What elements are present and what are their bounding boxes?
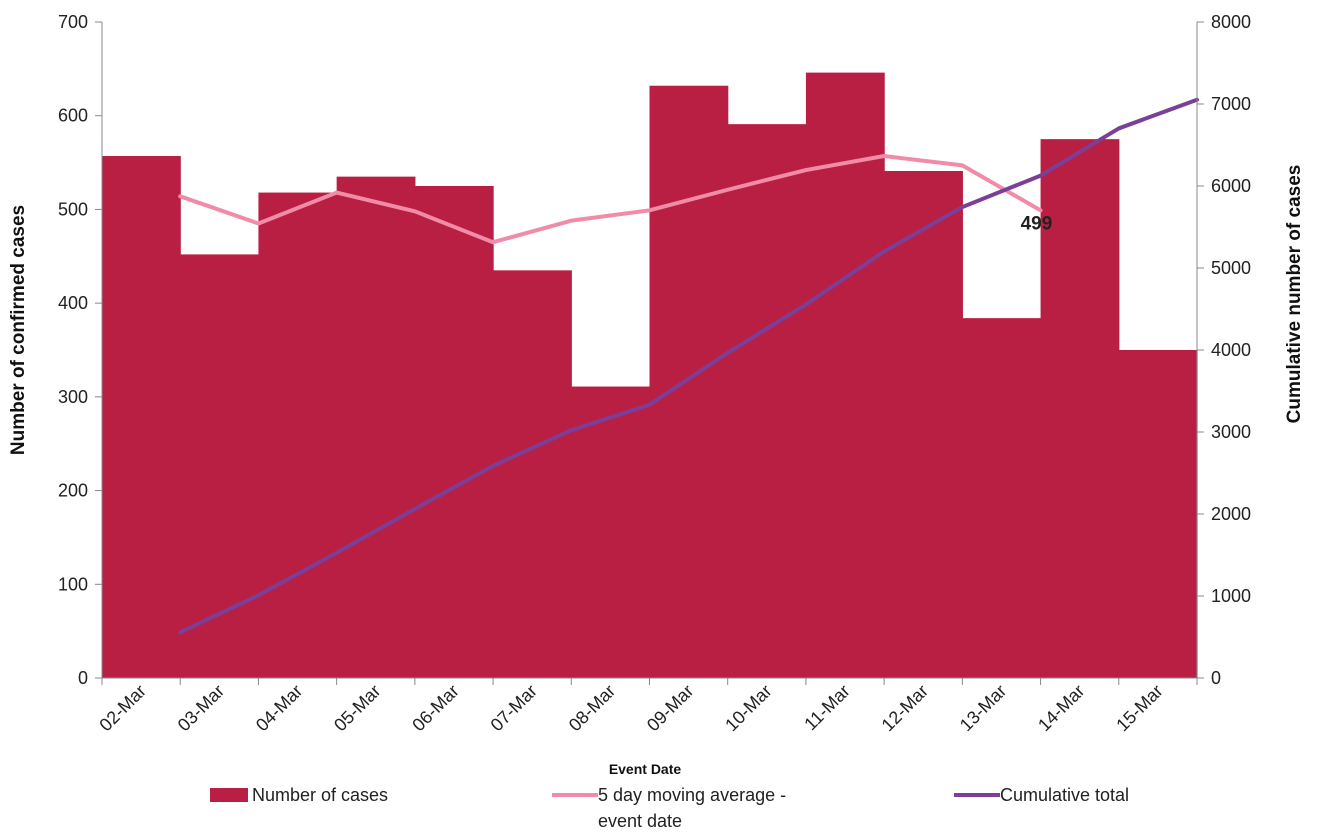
bar-14-Mar	[1040, 139, 1120, 678]
y-tick-label: 500	[58, 199, 88, 219]
y2-tick-label: 4000	[1211, 340, 1251, 360]
bar-03-Mar	[180, 254, 260, 678]
legend-label-moving-average-line1: 5 day moving average -	[598, 785, 786, 805]
x-tick-label-09-Mar: 09-Mar	[643, 681, 697, 735]
y-axis-title: Number of confirmed cases	[8, 205, 29, 455]
x-tick-label-07-Mar: 07-Mar	[487, 681, 541, 735]
y-tick-label: 700	[58, 12, 88, 32]
x-tick-label-06-Mar: 06-Mar	[408, 681, 462, 735]
line-series	[178, 97, 1199, 635]
y2-tick-label: 2000	[1211, 504, 1251, 524]
x-tick-label-04-Mar: 04-Mar	[252, 681, 306, 735]
bar-10-Mar	[727, 124, 807, 678]
x-tick-label-02-Mar: 02-Mar	[95, 681, 149, 735]
axes	[95, 21, 1204, 685]
x-tick-label-12-Mar: 12-Mar	[878, 681, 932, 735]
y2-tick-label: 7000	[1211, 94, 1251, 114]
bar-13-Mar	[962, 318, 1042, 678]
bar-02-Mar	[102, 156, 181, 678]
y2-tick-label: 3000	[1211, 422, 1251, 442]
moving-average-line	[178, 154, 1043, 245]
y-tick-label: 400	[58, 293, 88, 313]
x-tick-label-10-Mar: 10-Mar	[721, 681, 775, 735]
x-tick-label-13-Mar: 13-Mar	[956, 681, 1010, 735]
y2-axis-title: Cumulative number of cases	[1284, 165, 1305, 424]
legend-swatch-number-of-cases	[210, 788, 248, 802]
legend: Number of cases 5 day moving average - e…	[210, 785, 1129, 831]
bar-06-Mar	[414, 186, 494, 678]
bar-09-Mar	[649, 85, 729, 679]
cumulative-total-line	[178, 97, 1199, 635]
x-tick-label-03-Mar: 03-Mar	[174, 681, 228, 735]
moving-average-last-label: 499	[1021, 213, 1053, 234]
legend-label-moving-average-line2: event date	[598, 811, 682, 831]
y2-tick-label: 1000	[1211, 586, 1251, 606]
bar-15-Mar	[1118, 350, 1198, 678]
x-axis-title: Event Date	[609, 761, 682, 777]
y2-tick-label: 0	[1211, 668, 1221, 688]
y2-tick-label: 6000	[1211, 176, 1251, 196]
bar-05-Mar	[336, 176, 416, 678]
bar-08-Mar	[571, 386, 651, 678]
bar-07-Mar	[493, 270, 572, 678]
x-tick-label-14-Mar: 14-Mar	[1034, 681, 1088, 735]
x-tick-label-05-Mar: 05-Mar	[330, 681, 384, 735]
y-tick-label: 0	[78, 668, 88, 688]
x-tick-label-08-Mar: 08-Mar	[565, 681, 619, 735]
bar-04-Mar	[258, 192, 338, 678]
y-tick-label: 200	[58, 481, 88, 501]
bar-series	[102, 72, 1198, 679]
x-tick-label-11-Mar: 11-Mar	[800, 681, 854, 735]
bar-12-Mar	[884, 171, 963, 678]
bar-11-Mar	[805, 72, 885, 679]
y-tick-label: 300	[58, 387, 88, 407]
y-tick-label: 100	[58, 574, 88, 594]
y2-tick-label: 8000	[1211, 12, 1251, 32]
legend-label-cumulative-total: Cumulative total	[1000, 785, 1129, 805]
legend-label-number-of-cases: Number of cases	[252, 785, 388, 805]
y-tick-label: 600	[58, 106, 88, 126]
x-tick-label-15-Mar: 15-Mar	[1112, 681, 1166, 735]
y2-tick-label: 5000	[1211, 258, 1251, 278]
